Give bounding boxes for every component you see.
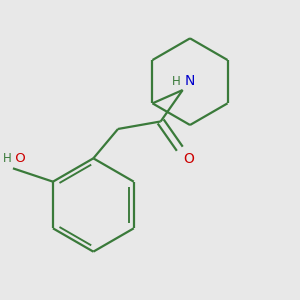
Text: N: N <box>184 74 195 88</box>
Text: H: H <box>2 152 11 165</box>
Text: O: O <box>183 152 194 166</box>
Text: H: H <box>172 75 181 88</box>
Text: O: O <box>11 152 26 165</box>
